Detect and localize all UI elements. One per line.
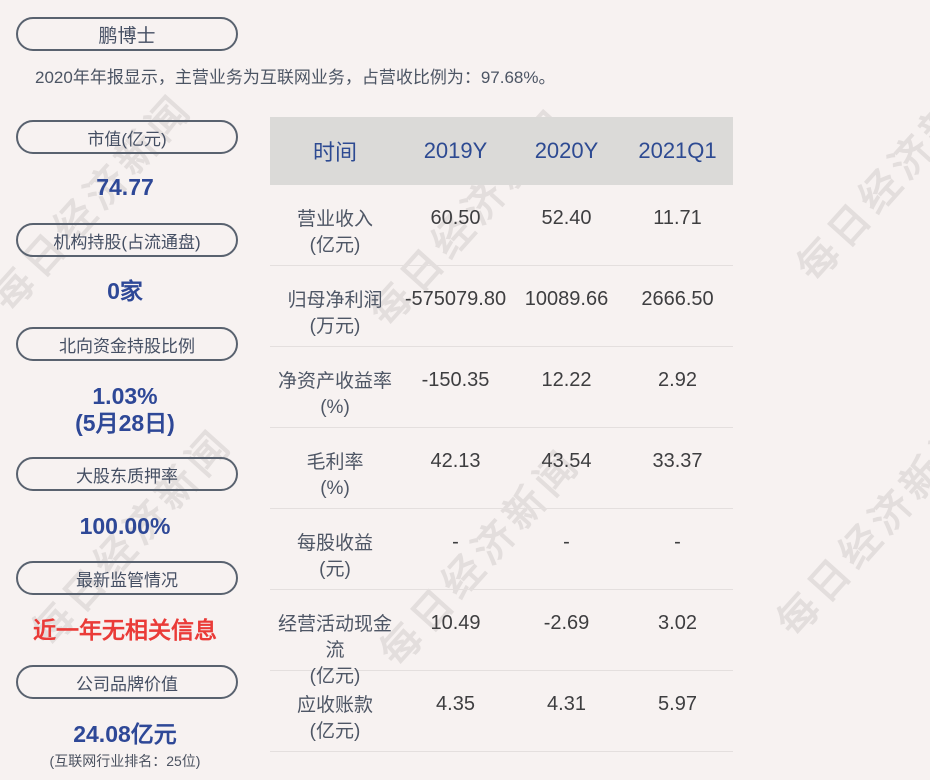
watermark-text: 每日经济新闻 — [769, 410, 930, 645]
watermark-text: 每日经济新闻 — [789, 55, 930, 290]
sidebar-value-line: 0家 — [107, 278, 143, 304]
financial-table: 时间 2019Y 2020Y 2021Q1 营业收入 (亿元) 60.50 52.40 11.… — [270, 117, 733, 752]
table-row: 归母净利润 (万元) -575079.80 10089.66 2666.50 — [270, 266, 733, 347]
table-cell: -575079.80 — [404, 288, 507, 310]
table-cell: -2.69 — [543, 612, 590, 634]
table-cell: 4.35 — [436, 693, 475, 715]
sidebar-pill-label: 公司品牌价值 — [16, 665, 238, 699]
table-body: 营业收入 (亿元) 60.50 52.40 11.71 归母净利润 (万元) -575079.… — [270, 185, 733, 752]
table-row: 毛利率 (%) 42.13 43.54 33.37 — [270, 428, 733, 509]
row-label-unit: (亿元) — [309, 721, 361, 742]
sidebar-value-line: 74.77 — [96, 174, 154, 200]
sidebar-value: 24.08亿元 (互联网行业排名：25位) — [16, 721, 234, 771]
row-label: 应收账款 (亿元) — [270, 671, 400, 745]
table-cell: 60.50 — [430, 207, 481, 229]
row-label: 营业收入 (亿元) — [270, 185, 400, 259]
sidebar-value-line: 24.08亿元 — [73, 721, 177, 747]
table-cell: 2666.50 — [641, 288, 714, 310]
table-header-row: 时间 2019Y 2020Y 2021Q1 — [270, 117, 733, 185]
sidebar-value: 100.00% — [16, 513, 234, 540]
table-column-header: 2019Y — [423, 138, 488, 163]
table-cell: 4.31 — [547, 693, 586, 715]
sidebar-pill-label: 大股东质押率 — [16, 457, 238, 491]
row-label-unit: (万元) — [309, 316, 361, 337]
row-label-name: 营业收入 — [296, 209, 373, 230]
table-cell: 10089.66 — [524, 288, 609, 310]
row-label-unit: (亿元) — [309, 235, 361, 256]
table-cell: 33.37 — [652, 450, 703, 472]
table-cell: 10.49 — [430, 612, 481, 634]
sidebar-pill-label: 最新监管情况 — [16, 561, 238, 595]
row-label-unit: (亿元) — [309, 666, 361, 687]
table-cell: 42.13 — [430, 450, 481, 472]
table-row: 营业收入 (亿元) 60.50 52.40 11.71 — [270, 185, 733, 266]
table-column-header: 2021Q1 — [638, 138, 717, 163]
table-row: 经营活动现金流 (亿元) 10.49 -2.69 3.02 — [270, 590, 733, 687]
table-cell: - — [563, 531, 570, 553]
company-description: 2020年年报显示，主营业务为互联网业务，占营收比例为：97.68%。 — [35, 68, 556, 87]
table-cell: 11.71 — [653, 207, 702, 229]
row-label-name: 经营活动现金流 — [277, 614, 392, 661]
table-cell: 5.97 — [658, 693, 697, 715]
sidebar-value: 近一年无相关信息 — [16, 617, 234, 644]
table-cell: 2.92 — [658, 369, 697, 391]
table-row: 净资产收益率 (%) -150.35 12.22 2.92 — [270, 347, 733, 428]
row-label: 每股收益 (元) — [270, 509, 400, 583]
sidebar-value-line: (5月28日) — [75, 410, 175, 436]
row-label-unit: (%) — [320, 478, 350, 499]
table-cell: -150.35 — [421, 369, 490, 391]
sidebar-value-note: (互联网行业排名：25位) — [49, 753, 201, 769]
sidebar-value-line: 100.00% — [79, 513, 171, 539]
row-label-name: 毛利率 — [306, 452, 364, 473]
sidebar-pill-label: 机构持股(占流通盘) — [16, 223, 238, 257]
sidebar-value: 1.03% (5月28日) — [16, 383, 234, 437]
row-label-unit: (%) — [320, 397, 350, 418]
row-label: 经营活动现金流 (亿元) — [270, 590, 400, 690]
table-cell: 12.22 — [541, 369, 592, 391]
row-label: 归母净利润 (万元) — [270, 266, 400, 340]
table-column-header: 时间 — [312, 140, 357, 165]
row-label-name: 每股收益 — [296, 533, 373, 554]
sidebar-value-line: 近一年无相关信息 — [33, 617, 217, 643]
row-label: 毛利率 (%) — [270, 428, 400, 502]
row-label: 净资产收益率 (%) — [270, 347, 400, 421]
row-label-name: 应收账款 — [296, 695, 373, 716]
table-column-header: 2020Y — [534, 138, 599, 163]
row-label-name: 净资产收益率 — [277, 371, 392, 392]
table-row: 每股收益 (元) - - - — [270, 509, 733, 590]
table-cell: 52.40 — [541, 207, 592, 229]
sidebar-pill-label: 北向资金持股比例 — [16, 327, 238, 361]
table-cell: 43.54 — [541, 450, 592, 472]
sidebar-pill-label: 市值(亿元) — [16, 120, 238, 154]
table-cell: - — [452, 531, 459, 553]
company-name-pill: 鹏博士 — [16, 17, 238, 51]
sidebar-value: 74.77 — [16, 174, 234, 201]
table-row: 应收账款 (亿元) 4.35 4.31 5.97 — [270, 671, 733, 752]
sidebar-value-line: 1.03% — [92, 383, 158, 409]
sidebar-value: 0家 — [16, 278, 234, 305]
row-label-unit: (元) — [319, 559, 351, 580]
table-cell: 3.02 — [658, 612, 697, 634]
row-label-name: 归母净利润 — [287, 290, 383, 311]
table-cell: - — [674, 531, 681, 553]
company-name: 鹏博士 — [98, 25, 156, 47]
